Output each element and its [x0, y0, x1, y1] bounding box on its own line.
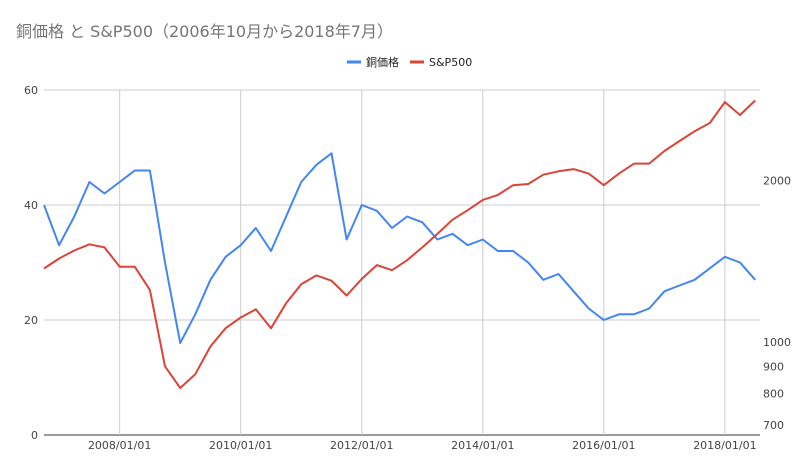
legend-label-2: S&P500 — [429, 56, 472, 69]
right-axis-tick-label: 1000 — [763, 336, 791, 349]
series-line-2 — [43, 99, 756, 389]
x-axis-tick-label: 2010/01/01 — [209, 439, 272, 452]
right-axis-tick-label: 2000 — [763, 174, 791, 187]
x-axis-tick-label: 2014/01/01 — [451, 439, 514, 452]
left-axis-tick-label: 40 — [24, 199, 38, 212]
right-axis-tick-label: 700 — [763, 419, 784, 432]
legend: 銅価格 S&P500 — [347, 55, 472, 69]
left-axis-tick-label: 60 — [24, 84, 38, 97]
right-axis-tick-label: 800 — [763, 388, 784, 401]
left-axis-tick-label: 20 — [24, 314, 38, 327]
grid — [44, 89, 760, 436]
x-axis-tick-label: 2008/01/01 — [88, 439, 151, 452]
axis-labels: 0 20 40 60 2008/01/01 2010/01/01 2012/01/01 201… — [24, 84, 791, 452]
chart-title: 銅価格 と S&P500（2006年10月から2018年7月） — [16, 22, 393, 41]
series-line-1 — [43, 152, 756, 344]
x-axis-tick-label: 2012/01/01 — [330, 439, 393, 452]
x-axis-tick-label: 2016/01/01 — [572, 439, 635, 452]
x-axis-tick-label: 2018/01/01 — [693, 439, 756, 452]
right-axis-tick-label: 900 — [763, 360, 784, 373]
left-axis-tick-label: 0 — [31, 429, 38, 442]
series-lines — [43, 99, 756, 389]
legend-label-1: 銅価格 — [366, 55, 399, 69]
